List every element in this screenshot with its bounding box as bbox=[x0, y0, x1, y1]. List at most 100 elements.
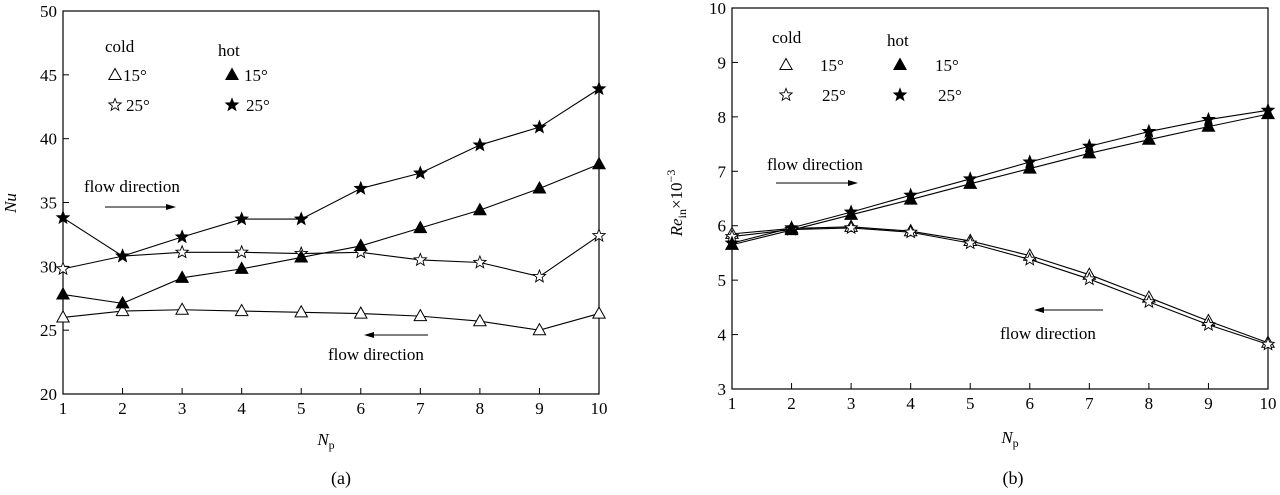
legend-cold-15-marker bbox=[778, 57, 794, 71]
data-point-star-filled bbox=[234, 211, 250, 226]
data-point-star-filled bbox=[962, 171, 978, 186]
x-tick-label: 2 bbox=[118, 399, 127, 418]
data-point-star-filled bbox=[1260, 102, 1276, 117]
data-point-star-filled bbox=[1141, 123, 1157, 138]
legend-marker-shape bbox=[892, 87, 908, 102]
panel-a-arrow-left bbox=[364, 332, 428, 338]
y-tick-label: 7 bbox=[718, 162, 727, 181]
data-point-triangle-filled bbox=[532, 180, 547, 194]
data-point-star-filled bbox=[532, 119, 547, 134]
x-tick-label: 5 bbox=[966, 394, 975, 413]
y-tick-label: 45 bbox=[40, 66, 57, 85]
series-line-star-filled bbox=[731, 109, 1269, 244]
data-point-triangle-filled bbox=[1082, 145, 1097, 159]
legend-hot-header: hot bbox=[887, 31, 909, 50]
data-point-triangle-open bbox=[591, 306, 607, 319]
legend-cold-25-label: 25° bbox=[822, 86, 846, 105]
data-point-triangle-filled bbox=[472, 202, 487, 216]
data-point-star-filled bbox=[174, 229, 190, 244]
legend-hot-header: hot bbox=[218, 41, 240, 60]
panel-b-annotation-flow-right: flow direction bbox=[767, 155, 863, 174]
legend-marker-shape bbox=[224, 67, 240, 81]
legend-hot-25-marker bbox=[892, 87, 908, 102]
data-point-triangle-open bbox=[55, 309, 71, 323]
data-point-star-filled bbox=[115, 248, 130, 263]
data-point-triangle-filled bbox=[55, 286, 71, 300]
series-line-triangle-filled bbox=[731, 113, 1269, 246]
x-tick-label: 8 bbox=[1145, 394, 1154, 413]
legend-marker-shape bbox=[107, 97, 123, 112]
data-point-star-filled bbox=[353, 180, 369, 195]
data-point-star-open bbox=[1201, 317, 1216, 332]
panel-b: 1 2 3 4 5 6 7 8 9 10 3 4 5 6 7 8 9 10 Rein×10−3 Np (b) co… bbox=[664, 0, 1277, 489]
data-point-triangle-open bbox=[175, 302, 190, 315]
y-tick-label: 10 bbox=[709, 0, 726, 18]
y-tick-label: 20 bbox=[40, 385, 57, 404]
data-point-star-filled bbox=[843, 204, 859, 219]
data-point-star-filled bbox=[412, 165, 428, 180]
panel-a-ylabel: Nu bbox=[1, 193, 20, 214]
data-point-triangle-open bbox=[115, 303, 130, 317]
data-point-star-filled bbox=[1022, 154, 1038, 169]
panel-a-annotation-flow-right: flow direction bbox=[84, 177, 180, 196]
data-point-star-open bbox=[1022, 251, 1038, 266]
data-point-triangle-open bbox=[353, 306, 368, 319]
x-tick-label: 7 bbox=[1085, 394, 1094, 413]
x-tick-label: 1 bbox=[59, 399, 68, 418]
x-tick-label: 4 bbox=[237, 399, 246, 418]
data-point-triangle-filled bbox=[591, 156, 607, 170]
x-tick-label: 10 bbox=[591, 399, 608, 418]
legend-hot-25-label: 25° bbox=[938, 86, 962, 105]
series-line-triangle-open bbox=[731, 226, 1269, 344]
data-point-star-open bbox=[174, 244, 190, 259]
data-point-triangle-filled bbox=[1201, 119, 1216, 132]
data-point-star-open bbox=[1260, 336, 1276, 351]
legend-hot-15-marker bbox=[892, 57, 908, 71]
panel-b-plot-area bbox=[731, 7, 1269, 390]
panel-b-legend: cold hot 15° 15° 25° 25° bbox=[772, 28, 962, 105]
panel-b-xlabel: Np bbox=[1000, 428, 1018, 450]
data-point-star-open bbox=[843, 220, 859, 235]
x-tick-label: 10 bbox=[1260, 394, 1277, 413]
data-point-star-open bbox=[903, 224, 919, 239]
data-point-star-open bbox=[962, 235, 978, 250]
legend-marker-shape bbox=[107, 67, 123, 81]
legend-hot-15-label: 15° bbox=[244, 66, 268, 85]
data-point-star-open bbox=[532, 268, 547, 283]
data-point-triangle-filled bbox=[294, 249, 309, 263]
y-tick-label: 6 bbox=[718, 217, 727, 236]
data-point-triangle-filled bbox=[234, 261, 249, 274]
x-tick-label: 7 bbox=[416, 399, 425, 418]
legend-marker-shape bbox=[224, 97, 240, 112]
data-point-star-filled bbox=[293, 211, 309, 226]
y-tick-label: 8 bbox=[718, 108, 727, 127]
legend-hot-15-marker bbox=[224, 67, 240, 81]
data-point-triangle-filled bbox=[413, 220, 428, 234]
x-tick-label: 6 bbox=[1026, 394, 1035, 413]
panel-a-arrow-right bbox=[105, 204, 176, 210]
y-tick-label: 5 bbox=[718, 271, 727, 290]
legend-cold-25-label: 25° bbox=[126, 96, 150, 115]
x-tick-label: 5 bbox=[297, 399, 306, 418]
data-point-star-open bbox=[472, 254, 488, 269]
panel-a-annotation-flow-left: flow direction bbox=[328, 345, 424, 364]
data-point-star-filled bbox=[591, 81, 607, 96]
x-tick-label: 3 bbox=[178, 399, 187, 418]
data-point-triangle-open bbox=[413, 308, 428, 322]
legend-cold-header: cold bbox=[772, 28, 802, 47]
legend-marker-shape bbox=[778, 57, 794, 71]
y-tick-label: 25 bbox=[40, 321, 57, 340]
data-point-star-filled bbox=[903, 187, 919, 202]
panel-b-title: (b) bbox=[1003, 468, 1024, 489]
legend-marker-shape bbox=[892, 57, 908, 71]
data-point-star-filled bbox=[55, 210, 71, 225]
data-point-star-open bbox=[234, 244, 250, 259]
legend-hot-15-label: 15° bbox=[935, 56, 959, 75]
legend-cold-25-marker bbox=[778, 87, 794, 102]
y-tick-label: 9 bbox=[718, 53, 727, 72]
data-point-star-open bbox=[591, 227, 607, 242]
x-tick-label: 9 bbox=[535, 399, 544, 418]
x-tick-label: 4 bbox=[906, 394, 915, 413]
